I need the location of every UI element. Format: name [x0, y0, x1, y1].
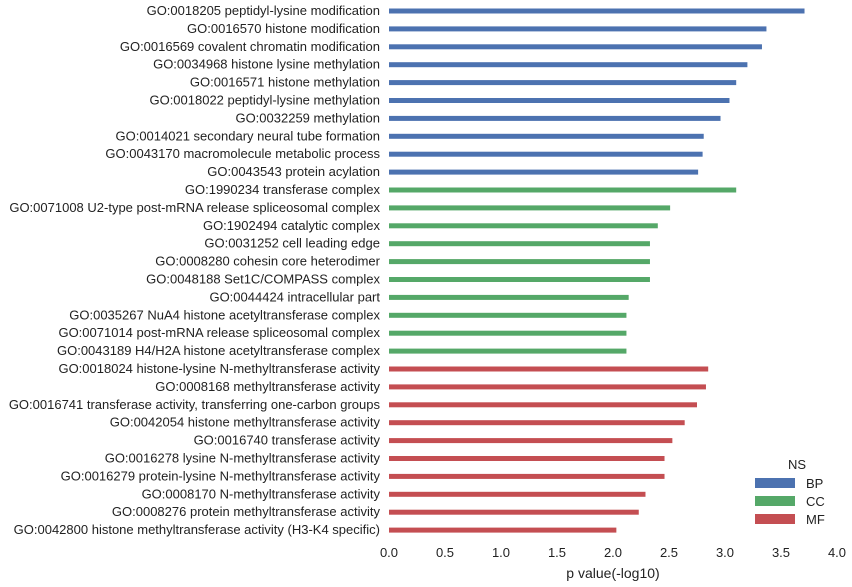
x-tick-label: 2.5 [660, 545, 678, 560]
bar-mf [389, 527, 617, 533]
bars [389, 8, 805, 533]
x-axis-label: p value(-log10) [566, 565, 659, 581]
bar-mf [389, 509, 639, 515]
category-label: GO:0042054 histone methyltransferase act… [110, 415, 381, 430]
x-tick-label: 3.0 [716, 545, 734, 560]
bar-cc [389, 312, 627, 318]
category-label: GO:0043189 H4/H2A histone acetyltransfer… [57, 343, 381, 358]
bar-bp [389, 98, 730, 103]
x-axis-ticks: 0.0 0.5 1.0 1.5 2.0 2.5 3.0 3.5 4.0 [380, 545, 846, 560]
category-label: GO:1990234 transferase complex [185, 182, 381, 197]
bar-cc [389, 277, 650, 282]
bar-mf [389, 438, 673, 444]
category-label: GO:0016740 transferase activity [194, 433, 381, 448]
category-label: GO:0035267 NuA4 histone acetyltransferas… [69, 307, 380, 322]
category-label: GO:0071014 post-mRNA release spliceosoma… [58, 325, 380, 340]
category-label: GO:0008276 protein methyltransferase act… [112, 504, 381, 519]
category-label: GO:0016570 histone modification [187, 21, 380, 36]
bar-cc [389, 241, 650, 247]
category-label: GO:0016569 covalent chromatin modificati… [120, 39, 380, 54]
category-label: GO:0043543 protein acylation [207, 164, 380, 179]
bar-bp [389, 44, 762, 50]
category-label: GO:0016278 lysine N-methyltransferase ac… [105, 451, 381, 466]
category-label: GO:0008170 N-methyltransferase activity [142, 486, 381, 501]
bar-cc [389, 259, 650, 265]
bar-bp [389, 133, 704, 139]
bar-cc [389, 223, 658, 229]
bar-bp [389, 169, 699, 175]
bar-cc [389, 330, 627, 336]
bar-bp [389, 151, 703, 157]
x-tick-label: 0.0 [380, 545, 398, 560]
category-label: GO:0016741 transferase activity, transfe… [9, 397, 381, 412]
legend-label: MF [806, 512, 825, 527]
category-label: GO:0032259 methylation [235, 110, 380, 125]
category-label: GO:1902494 catalytic complex [203, 218, 381, 233]
x-tick-label: 0.5 [436, 545, 454, 560]
category-label: GO:0014021 secondary neural tube formati… [115, 128, 380, 143]
category-label: GO:0008280 cohesin core heterodimer [155, 254, 380, 269]
bar-cc [389, 187, 737, 193]
bar-mf [389, 384, 706, 390]
legend-label: BP [806, 476, 823, 491]
legend-swatch-bp [755, 478, 795, 488]
category-label: GO:0034968 histone lysine methylation [153, 57, 380, 72]
bar-mf [389, 456, 665, 461]
category-label: GO:0008168 methyltransferase activity [155, 379, 380, 394]
bar-bp [389, 115, 721, 121]
category-label: GO:0018022 peptidyl-lysine methylation [149, 93, 380, 108]
bar-bp [389, 62, 748, 68]
x-tick-label: 3.5 [772, 545, 790, 560]
x-tick-label: 4.0 [828, 545, 846, 560]
category-label: GO:0031252 cell leading edge [204, 236, 380, 251]
bar-bp [389, 26, 767, 32]
x-tick-label: 2.0 [604, 545, 622, 560]
bar-bp [389, 80, 737, 86]
bar-mf [389, 420, 685, 426]
legend: NS BP CC MF [755, 457, 825, 527]
category-label: GO:0016279 protein-lysine N-methyltransf… [61, 468, 381, 483]
category-label: GO:0071008 U2-type post-mRNA release spl… [9, 200, 380, 215]
bar-mf [389, 366, 709, 372]
bar-cc [389, 205, 671, 211]
x-tick-label: 1.0 [492, 545, 510, 560]
category-label: GO:0018205 peptidyl-lysine modification [147, 3, 380, 18]
bar-mf [389, 473, 665, 479]
x-tick-label: 1.5 [548, 545, 566, 560]
legend-title: NS [788, 457, 806, 472]
bar-mf [389, 491, 646, 497]
category-label: GO:0018024 histone-lysine N-methyltransf… [58, 361, 380, 376]
legend-swatch-mf [755, 514, 795, 524]
bar-cc [389, 294, 629, 300]
category-label: GO:0042800 histone methyltransferase act… [14, 522, 380, 537]
bar-mf [389, 402, 697, 408]
category-label: GO:0044424 intracellular part [209, 289, 380, 304]
legend-swatch-cc [755, 496, 795, 506]
legend-label: CC [806, 494, 825, 509]
category-label: GO:0043170 macromolecule metabolic proce… [105, 146, 380, 161]
category-labels: GO:0018205 peptidyl-lysine modification G… [9, 3, 381, 537]
bar-cc [389, 348, 627, 354]
bar-bp [389, 8, 805, 14]
category-label: GO:0016571 histone methylation [190, 75, 380, 90]
category-label: GO:0048188 Set1C/COMPASS complex [146, 272, 380, 287]
